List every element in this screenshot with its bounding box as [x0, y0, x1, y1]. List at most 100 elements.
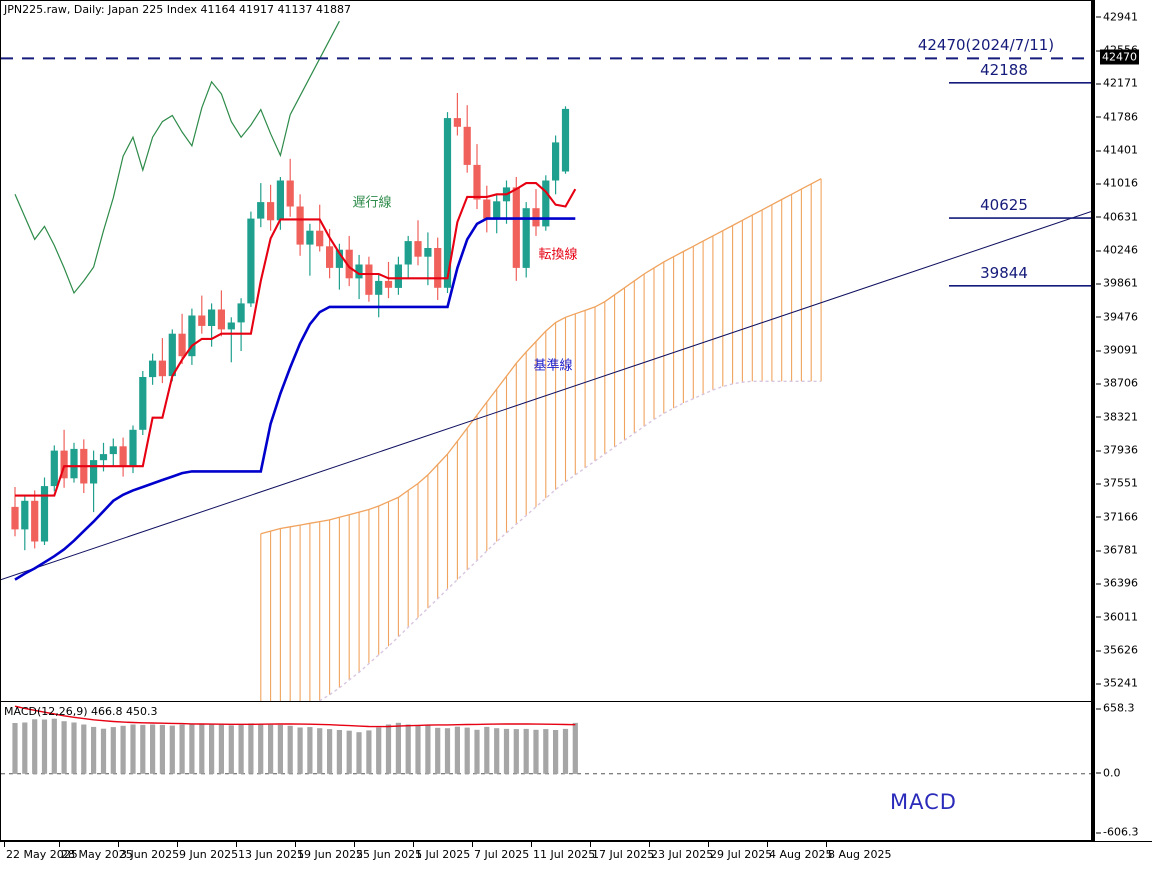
price-axis-tick: 41401 — [1096, 143, 1138, 157]
macd-canvas[interactable] — [1, 702, 1091, 840]
candle-body — [168, 333, 176, 377]
chikou-span-line — [14, 20, 340, 295]
time-axis[interactable]: 22 May 2025 28 May 2025 3 Jun 2025 9 Jun 20… — [0, 841, 1152, 870]
price-axis-tick: 37166 — [1096, 510, 1138, 524]
macd-bar — [297, 727, 303, 774]
candle-body — [90, 460, 98, 484]
time-axis-tick — [413, 842, 414, 847]
macd-axis-tick: 0.0 — [1096, 766, 1121, 780]
macd-bar — [189, 723, 195, 774]
time-axis-label: 25 Jun 2025 — [356, 848, 423, 861]
macd-bar — [100, 728, 107, 774]
chikou-span-label: 遅行線 — [352, 195, 392, 211]
level-label-39844: 39844 — [980, 263, 1028, 282]
candle-body — [237, 303, 245, 323]
macd-bar — [41, 719, 48, 774]
price-axis-tick: 40631 — [1096, 210, 1138, 224]
macd-bar — [218, 724, 224, 774]
price-chart-canvas[interactable] — [1, 1, 1091, 701]
candle-body — [561, 108, 570, 172]
price-axis[interactable]: 4294142556421714178641401410164063140246… — [1092, 0, 1152, 702]
macd-bar — [385, 724, 392, 774]
price-chart-panel[interactable]: JPN225.raw, Daily: Japan 225 Index 41164… — [0, 0, 1092, 702]
candle-body — [139, 377, 147, 430]
candle-body — [119, 446, 127, 468]
candle-body — [99, 454, 108, 461]
candle-body — [512, 187, 520, 268]
time-axis-label: 9 Jun 2025 — [179, 848, 239, 861]
macd-bar — [228, 725, 234, 774]
macd-bar — [120, 725, 126, 774]
candlestick-series[interactable] — [11, 93, 570, 551]
macd-axis-tick: -606.3 — [1095, 825, 1139, 839]
candle-body — [21, 500, 29, 530]
macd-bar — [346, 730, 352, 774]
candle-body — [158, 360, 166, 377]
macd-bar — [61, 721, 67, 774]
macd-bar — [317, 728, 323, 774]
macd-bar — [464, 727, 470, 774]
candle-body — [178, 333, 186, 357]
candle-body — [129, 429, 137, 467]
time-axis-label: 13 Jun 2025 — [238, 848, 305, 861]
macd-bar — [51, 718, 57, 774]
candle-body — [267, 202, 275, 221]
kijun-sen-label: 基準線 — [533, 358, 573, 374]
price-axis-tick: 40246 — [1096, 243, 1138, 257]
macd-bar — [91, 726, 97, 774]
macd-bar — [209, 724, 215, 774]
macd-value-axis[interactable]: 658.3 0.0 -606.3 — [1092, 701, 1152, 841]
candle-body — [149, 360, 157, 378]
macd-bar — [22, 722, 28, 774]
candle-body — [443, 118, 452, 288]
macd-bar — [562, 728, 569, 774]
time-axis-label: 1 Jul 2025 — [415, 848, 471, 861]
candle-body — [247, 218, 255, 304]
candle-body — [384, 280, 393, 288]
price-axis-tick: 39861 — [1096, 276, 1138, 290]
candle-body — [188, 315, 196, 357]
macd-indicator-panel[interactable]: MACD(12,26,9) 466.8 450.3 — [0, 701, 1092, 841]
time-axis-tick — [118, 842, 119, 847]
macd-bar — [277, 724, 283, 774]
price-axis-tick: 36781 — [1096, 543, 1138, 557]
candle-body — [365, 264, 373, 295]
price-axis-tick: 36396 — [1096, 576, 1138, 590]
candle-body — [286, 180, 294, 207]
candle-body — [345, 249, 353, 279]
price-axis-tick: 41016 — [1096, 176, 1138, 190]
macd-bar — [150, 724, 156, 774]
macd-bar — [395, 722, 401, 774]
time-axis-tick — [826, 842, 827, 847]
macd-bar — [356, 732, 362, 774]
tenkan-sen-line — [15, 182, 577, 497]
macd-bar — [199, 724, 205, 774]
macd-bar — [405, 724, 411, 774]
price-axis-tick: 42941 — [1096, 10, 1138, 24]
candle-body — [70, 448, 78, 479]
time-axis-tick — [59, 842, 60, 847]
time-axis-tick — [708, 842, 709, 847]
price-axis-tick: 36011 — [1096, 610, 1138, 624]
macd-axis-tick: 658.3 — [1096, 701, 1135, 715]
candle-body — [414, 241, 422, 257]
candle-body — [198, 315, 206, 326]
macd-bar — [523, 728, 529, 774]
time-axis-label: 23 Jul 2025 — [651, 848, 714, 861]
macd-histogram — [12, 718, 578, 774]
price-axis-tick: 37551 — [1096, 476, 1138, 490]
time-axis-tick — [4, 842, 5, 847]
macd-bar — [268, 724, 274, 774]
macd-bar — [543, 729, 549, 774]
candle-body — [493, 201, 501, 219]
time-axis-label: 7 Jul 2025 — [474, 848, 530, 861]
time-axis-tick — [590, 842, 591, 847]
candle-body — [483, 199, 491, 219]
candle-body — [335, 249, 343, 268]
candle-body — [394, 264, 402, 288]
macd-bar — [238, 724, 244, 774]
trendline[interactable] — [1, 211, 1091, 581]
candle-body — [355, 264, 363, 279]
price-axis-tick: 37936 — [1096, 443, 1138, 457]
